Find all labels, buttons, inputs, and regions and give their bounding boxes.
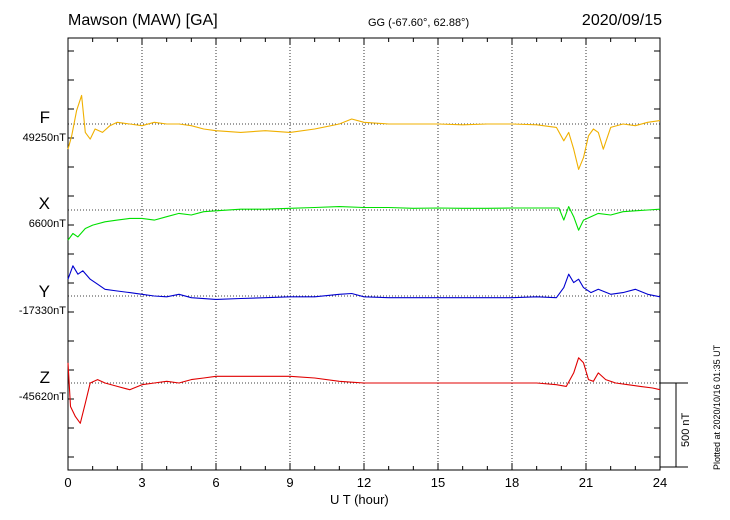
x-tick-label: 21 <box>579 475 593 490</box>
station-title: Mawson (MAW) [GA] <box>68 12 218 29</box>
series-line-f <box>67 94 661 170</box>
component-label-x: X <box>38 194 50 213</box>
component-label-y: Y <box>38 282 50 301</box>
series-line-y <box>67 265 661 300</box>
baseline-label-f: 49250nT <box>22 132 66 144</box>
x-tick-label: 24 <box>653 475 667 490</box>
baseline-label-x: 6600nT <box>28 218 66 230</box>
x-tick-label: 6 <box>212 475 219 490</box>
x-tick-label: 15 <box>431 475 445 490</box>
chart-date: 2020/09/15 <box>581 12 662 29</box>
component-label-z: Z <box>39 368 50 387</box>
geographic-coordinates: GG (-67.60°, 62.88°) <box>368 17 470 29</box>
baseline-label-y: -17330nT <box>18 305 66 317</box>
baseline-label-z: -45620nT <box>18 391 66 403</box>
x-tick-label: 9 <box>286 475 293 490</box>
x-tick-label: 18 <box>505 475 519 490</box>
series-line-z <box>67 357 661 424</box>
series-line-x <box>67 206 661 241</box>
x-tick-label: 3 <box>138 475 145 490</box>
x-tick-label: 0 <box>64 475 71 490</box>
component-label-f: F <box>39 108 50 127</box>
x-axis-label: U T (hour) <box>330 492 389 507</box>
x-tick-label: 12 <box>357 475 371 490</box>
